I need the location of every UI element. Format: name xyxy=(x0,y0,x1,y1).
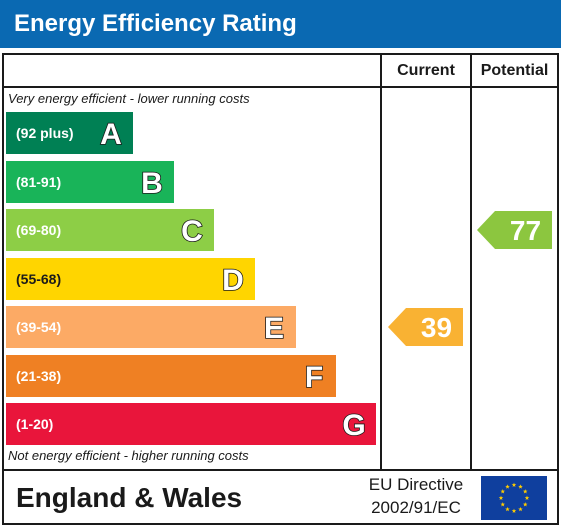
efficient-note: Very energy efficient - lower running co… xyxy=(8,91,250,106)
band-g-letter: G xyxy=(332,403,376,445)
band-b-letter: B xyxy=(130,161,174,203)
svg-text:E: E xyxy=(264,312,284,345)
band-f-letter: F xyxy=(292,355,336,397)
potential-rating-indicator: 77 xyxy=(477,211,552,249)
band-d: (55-68) D xyxy=(6,257,255,300)
rating-table xyxy=(2,53,559,525)
divider-header xyxy=(2,86,559,88)
region-label: England & Wales xyxy=(16,482,243,513)
band-g: (1-20) G xyxy=(6,403,376,445)
svg-text:F: F xyxy=(305,361,323,394)
band-c: (69-80) C xyxy=(6,209,214,251)
eu-flag-icon xyxy=(481,476,547,520)
directive-line-2: 2002/91/EC xyxy=(371,498,461,517)
band-a-letter: A xyxy=(89,112,133,154)
svg-text:D: D xyxy=(222,264,244,297)
svg-text:C: C xyxy=(181,215,203,248)
inefficient-note: Not energy efficient - higher running co… xyxy=(8,448,249,463)
band-d-range: (55-68) xyxy=(16,270,62,287)
eu-directive: EU Directive 2002/91/EC xyxy=(352,473,480,519)
band-c-letter: C xyxy=(170,209,214,251)
band-f-range: (21-38) xyxy=(16,367,62,384)
band-g-range: (1-20) xyxy=(16,416,54,432)
current-rating-indicator: 39 xyxy=(388,308,463,346)
svg-text:B: B xyxy=(141,167,163,200)
band-f: (21-38) F xyxy=(6,354,336,397)
band-a-range: (92 plus) xyxy=(16,125,74,141)
current-column-header: Current xyxy=(397,62,455,79)
band-c-range: (69-80) xyxy=(16,222,62,238)
divider-current xyxy=(380,53,382,471)
band-a: (92 plus) A xyxy=(6,112,133,154)
directive-line-1: EU Directive xyxy=(368,475,464,494)
band-d-letter: D xyxy=(211,258,255,300)
potential-indicator-value: 77 xyxy=(510,215,541,246)
svg-text:A: A xyxy=(100,118,122,151)
potential-column-header: Potential xyxy=(480,62,549,79)
band-e-range: (39-54) xyxy=(16,319,62,335)
band-e-letter: E xyxy=(252,306,296,348)
band-e: (39-54) E xyxy=(6,306,296,348)
band-b-range: (81-91) xyxy=(16,173,62,190)
band-b: (81-91) B xyxy=(6,160,174,203)
chart-title: Energy Efficiency Rating xyxy=(0,0,561,48)
divider-footer xyxy=(2,469,559,471)
svg-text:G: G xyxy=(342,409,365,442)
current-indicator-value: 39 xyxy=(421,312,452,343)
divider-potential xyxy=(470,53,472,471)
